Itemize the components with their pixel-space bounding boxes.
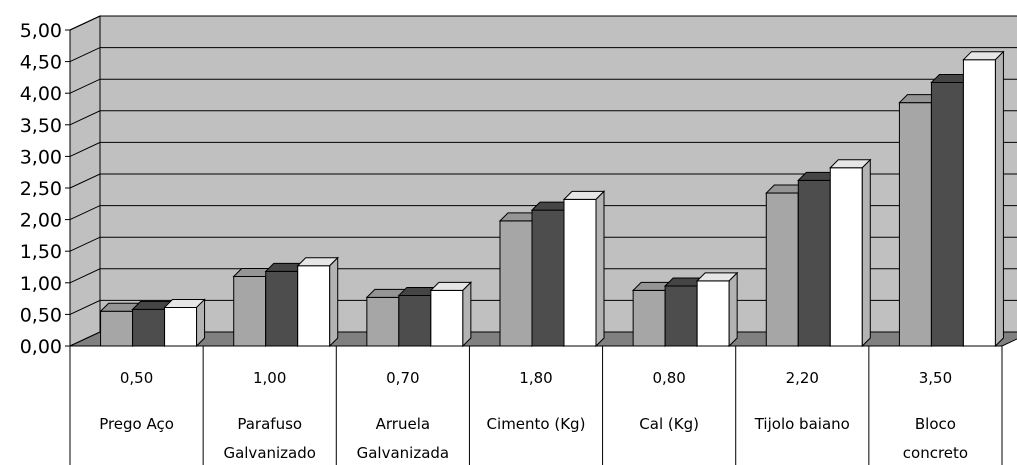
bar — [296, 256, 339, 348]
category-label: Cal (Kg) — [639, 415, 699, 433]
gridline — [69, 15, 1017, 31]
bar-front — [366, 296, 400, 347]
gridline — [69, 78, 1017, 94]
category-label: Galvanizado — [223, 444, 316, 462]
y-tick-label: 2,50 — [20, 178, 62, 200]
category-label: Arruela — [376, 415, 430, 433]
category-label: Parafuso — [237, 415, 302, 433]
table-value-label: 3,50 — [919, 369, 952, 387]
gridlines — [69, 15, 1017, 315]
bar-front — [297, 265, 331, 347]
table-value-label: 2,20 — [786, 369, 819, 387]
table-value-label: 0,50 — [120, 369, 153, 387]
gridline — [69, 173, 1017, 189]
category-label: Galvanizada — [357, 444, 450, 462]
bar — [429, 281, 473, 348]
gridline — [69, 236, 1017, 252]
y-tick-label: 2,00 — [20, 210, 62, 232]
bar-front — [696, 280, 730, 347]
bar-front — [499, 220, 533, 347]
bar — [695, 271, 739, 348]
bar-side — [595, 190, 605, 348]
bar-side — [329, 256, 339, 348]
bar-front — [898, 102, 932, 347]
y-tick-label: 1,50 — [20, 241, 62, 263]
bar — [163, 298, 206, 348]
bar-front — [398, 294, 432, 347]
bar-front — [930, 81, 964, 347]
bar-front — [265, 270, 299, 347]
value-axis: 0,00 0,50 1,00 1,50 2,00 2,50 3,00 3,50 4,00 4,50… — [20, 20, 71, 358]
table-value-label: 0,80 — [652, 369, 685, 387]
y-tick-label: 3,50 — [20, 115, 62, 137]
y-tick-label: 3,00 — [20, 146, 62, 168]
gridline — [69, 141, 1017, 157]
bar-side — [196, 298, 206, 348]
bar-front — [100, 310, 134, 347]
bar-side — [994, 50, 1004, 348]
gridline — [69, 110, 1017, 126]
data-table: 0,50 Prego Aço 1,00 Parafuso Galvanizado 0,70… — [69, 345, 1003, 465]
category-label: Cimento (Kg) — [487, 415, 586, 433]
gridline — [69, 268, 1017, 284]
bar-front — [632, 289, 666, 347]
bar — [562, 190, 606, 348]
table-value-label: 1,80 — [519, 369, 552, 387]
gridline — [69, 205, 1017, 221]
bar — [829, 158, 872, 348]
bar-front — [164, 306, 198, 347]
table-value-label: 1,00 — [253, 369, 286, 387]
y-tick-label: 0,50 — [20, 304, 62, 326]
y-tick-label: 4,00 — [20, 83, 62, 105]
category-label: concreto — [903, 444, 968, 462]
bar-front — [233, 275, 267, 347]
bar-front — [132, 308, 166, 347]
bar-side — [861, 158, 871, 348]
y-tick-label: 0,00 — [20, 336, 62, 358]
bar-front — [531, 209, 565, 347]
category-label: Prego Aço — [99, 415, 174, 433]
bar-front — [765, 192, 799, 347]
bar-front — [829, 167, 863, 347]
table-value-label: 0,70 — [386, 369, 419, 387]
bar-front — [664, 285, 698, 347]
y-tick-label: 4,50 — [20, 52, 62, 74]
bar-side — [728, 271, 738, 348]
bar — [962, 50, 1005, 348]
bar-front — [962, 59, 996, 347]
bar-side — [462, 281, 472, 348]
y-tick-label: 1,00 — [20, 273, 62, 295]
bar-front — [563, 198, 597, 347]
bar-front — [797, 179, 831, 347]
category-label: Bloco — [915, 415, 956, 433]
y-tick-label: 5,00 — [20, 20, 62, 42]
category-label: Tijolo baiano — [754, 415, 850, 433]
bar-series — [99, 50, 1005, 348]
gridline — [69, 47, 1017, 63]
bar-front — [430, 289, 464, 347]
